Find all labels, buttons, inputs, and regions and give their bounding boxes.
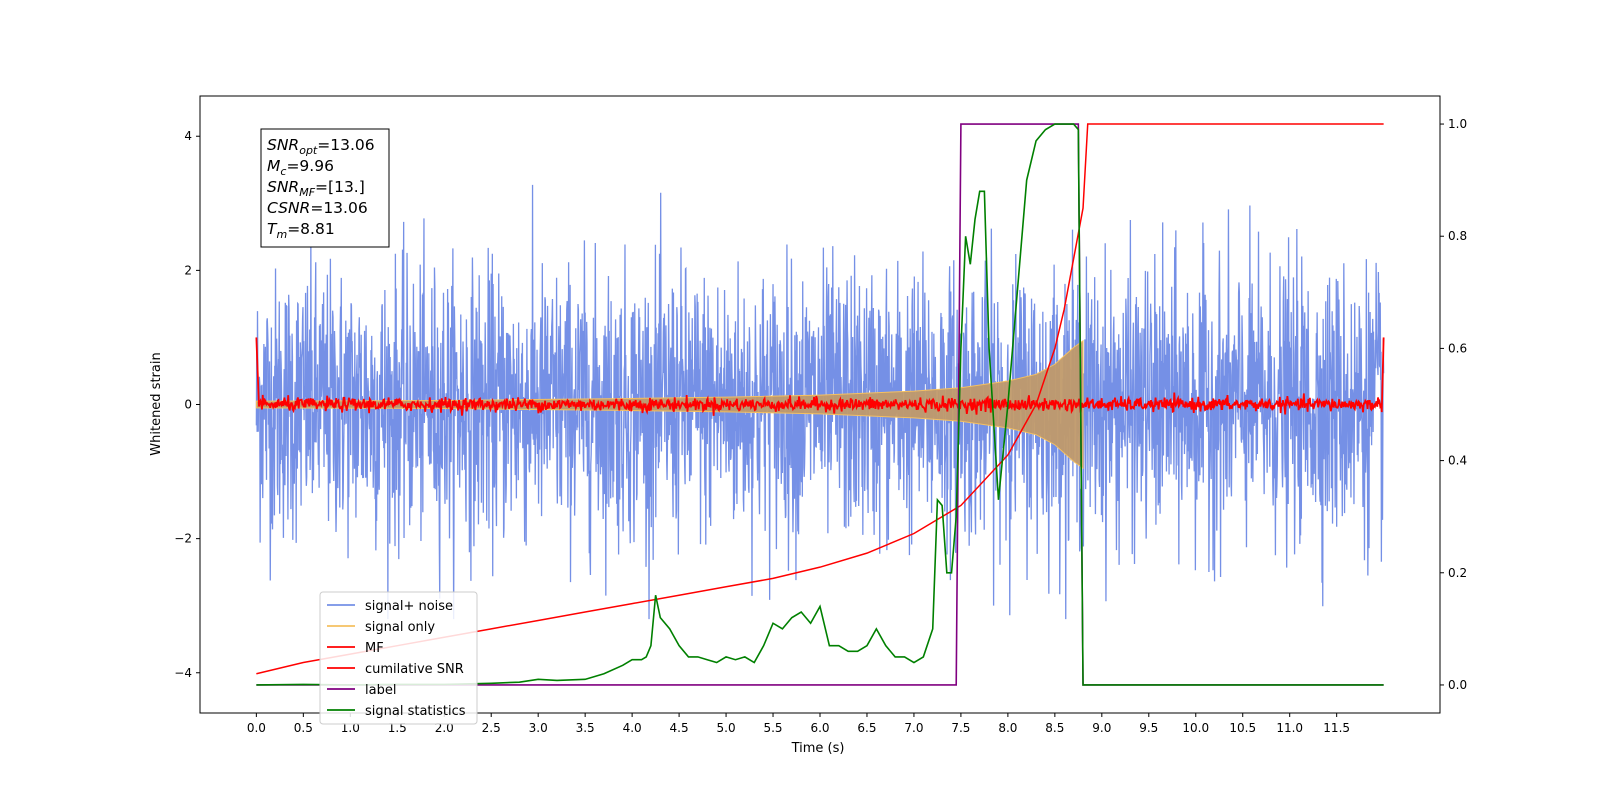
annotation-frame [260, 128, 390, 248]
x-tick-label: 8.5 [1045, 721, 1064, 735]
x-tick-label: 3.0 [529, 721, 548, 735]
legend-entry: signal statistics [365, 704, 466, 719]
y2-tick-label: 0.6 [1448, 341, 1467, 355]
x-tick-label: 7.5 [951, 721, 970, 735]
y2-tick-label: 0.4 [1448, 454, 1467, 468]
legend-frame [319, 591, 478, 725]
annotation-line: SNRMF=[13.] [267, 178, 365, 199]
x-tick-label: 6.0 [810, 721, 829, 735]
annotation-line: SNRopt=13.06 [267, 136, 375, 157]
x-tick-label: 8.0 [998, 721, 1017, 735]
series-mf [255, 337, 1385, 416]
y2-tick-label: 0.8 [1448, 229, 1467, 243]
x-tick-label: 10.0 [1182, 721, 1209, 735]
legend-entry: signal+ noise [365, 599, 453, 614]
annotation-line: Mc=9.96 [267, 157, 334, 178]
legend-entry: cumilative SNR [365, 662, 464, 677]
x-tick-label: 0.0 [247, 721, 266, 735]
y2-tick-label: 1.0 [1448, 117, 1467, 131]
y2-tick-label: 0.0 [1448, 678, 1467, 692]
y-tick-label: 0 [184, 398, 192, 412]
x-tick-label: 5.0 [717, 721, 736, 735]
y-axis-label: Whitened strain [149, 352, 164, 455]
series-signal-statistics [256, 123, 1384, 686]
y-tick-label: 4 [184, 129, 192, 143]
x-tick-label: 4.0 [623, 721, 642, 735]
annotation-box: SNRopt=13.06Mc=9.96SNRMF=[13.]CSNR=13.06… [260, 128, 390, 248]
x-tick-label: 11.0 [1276, 721, 1303, 735]
x-tick-label: 9.0 [1092, 721, 1111, 735]
x-tick-label: 0.5 [294, 721, 313, 735]
legend-entry: signal only [365, 620, 435, 635]
x-tick-label: 7.0 [904, 721, 923, 735]
legend-entry: label [365, 683, 396, 698]
x-tick-label: 4.5 [670, 721, 689, 735]
y-tick-label: −2 [174, 532, 192, 546]
x-tick-label: 11.5 [1323, 721, 1350, 735]
x-tick-label: 3.5 [576, 721, 595, 735]
legend: signal+ noise signal only MF cumilative SNR… [319, 591, 478, 725]
x-tick-label: 5.5 [763, 721, 782, 735]
annotation-line: CSNR=13.06 [267, 199, 368, 217]
series-layer [255, 123, 1385, 686]
y2-tick-label: 0.2 [1448, 566, 1467, 580]
x-tick-label: 6.5 [857, 721, 876, 735]
y-tick-label: 2 [184, 263, 192, 277]
legend-entry: MF [365, 641, 384, 656]
x-tick-label: 2.5 [482, 721, 501, 735]
x-tick-label: 9.5 [1139, 721, 1158, 735]
x-axis-label: Time (s) [791, 741, 845, 756]
y-tick-label: −4 [174, 666, 192, 680]
x-tick-label: 10.5 [1229, 721, 1256, 735]
annotation-line: Tm=8.81 [267, 220, 335, 241]
